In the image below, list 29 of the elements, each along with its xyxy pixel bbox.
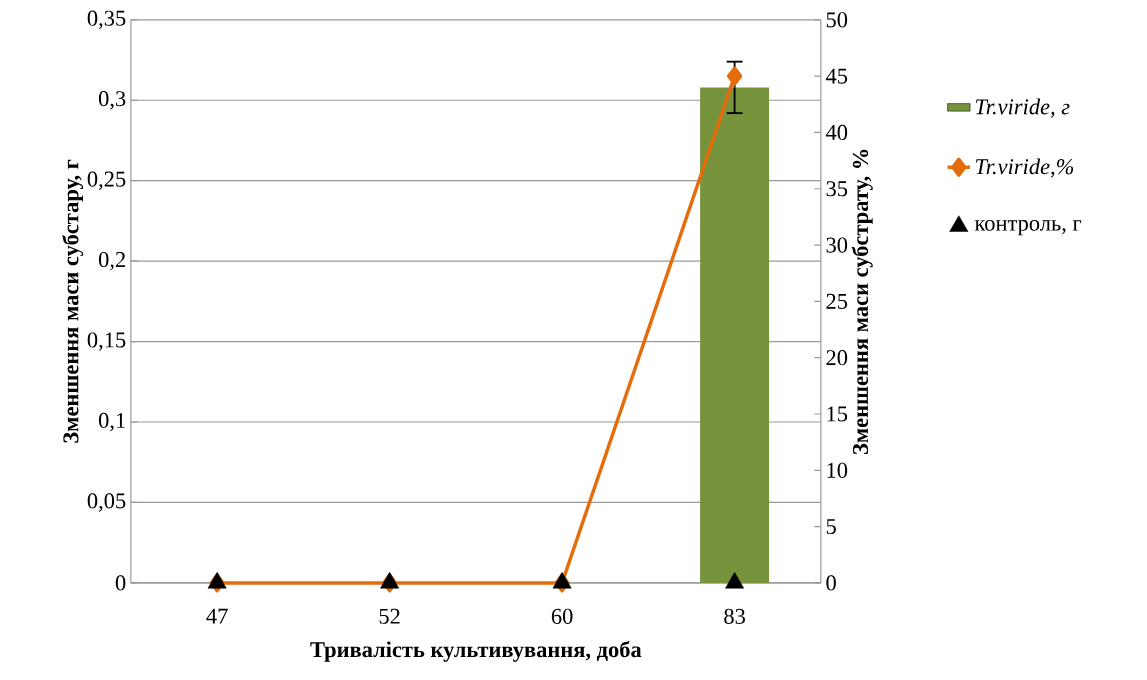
y-tick-label: 0,3 (98, 91, 126, 110)
y2-tick-label: 0 (826, 575, 836, 591)
y2-tick-label: 40 (825, 124, 848, 140)
legend-label: Tr.viride,% (975, 158, 1074, 178)
legend-label: Tr.viride, г (975, 98, 1070, 118)
x-axis-title: Тривалість культивування, доба (310, 640, 642, 662)
y2-tick-label: 5 (826, 519, 836, 535)
x-tick-label: 52 (379, 608, 400, 624)
y2-tick-label: 35 (826, 181, 848, 197)
y2-tick-label: 45 (825, 68, 848, 84)
y2-tick-label: 25 (826, 293, 848, 309)
y-tick-label: 0,2 (98, 251, 125, 271)
legend-label: контроль, г (974, 219, 1082, 236)
y-axis-title: Зменшення маси субстару, г (62, 159, 84, 443)
y2-tick-label: 10 (827, 462, 848, 478)
y-tick-label: 0,35 (87, 10, 126, 29)
y-tick-label: 0,1 (98, 412, 125, 432)
y2-tick-label: 20 (826, 350, 848, 366)
x-tick-label: 47 (206, 608, 228, 624)
y-tick-label: 0 (115, 575, 126, 591)
y2-tick-label: 30 (826, 237, 848, 253)
y2-tick-label: 15 (827, 406, 848, 422)
x-tick-label: 60 (551, 608, 573, 624)
y2-axis-title: Зменшення маси субстрату, % (851, 149, 873, 454)
y-tick-label: 0,05 (87, 493, 126, 512)
y2-tick-label: 50 (826, 12, 848, 28)
x-tick-label: 83 (724, 608, 745, 624)
y-tick-label: 0,15 (87, 332, 126, 351)
y-tick-label: 0,25 (87, 171, 126, 190)
